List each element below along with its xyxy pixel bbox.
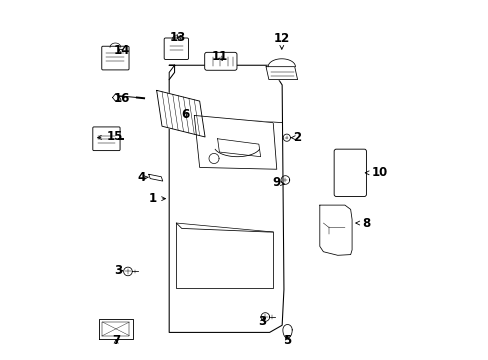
Text: 5: 5 — [283, 334, 291, 347]
Text: 8: 8 — [355, 216, 370, 230]
Polygon shape — [194, 116, 276, 169]
Text: 16: 16 — [113, 92, 130, 105]
Text: 11: 11 — [212, 50, 228, 63]
Text: 4: 4 — [137, 171, 148, 184]
Polygon shape — [112, 94, 118, 101]
FancyBboxPatch shape — [333, 149, 366, 197]
FancyBboxPatch shape — [102, 46, 129, 70]
Polygon shape — [169, 65, 284, 332]
Polygon shape — [148, 174, 163, 181]
Text: 10: 10 — [365, 166, 387, 179]
FancyBboxPatch shape — [204, 52, 237, 70]
Text: 12: 12 — [273, 32, 289, 49]
Text: 2: 2 — [290, 131, 301, 144]
Text: 13: 13 — [170, 31, 186, 44]
Text: 6: 6 — [181, 108, 189, 121]
Text: 15: 15 — [98, 130, 122, 143]
FancyBboxPatch shape — [164, 38, 188, 59]
Text: 9: 9 — [272, 176, 284, 189]
Polygon shape — [99, 319, 132, 338]
Text: 3: 3 — [258, 315, 266, 328]
Polygon shape — [265, 67, 297, 80]
Text: 3: 3 — [114, 264, 122, 277]
Polygon shape — [267, 59, 295, 67]
Polygon shape — [319, 205, 351, 255]
Text: 14: 14 — [113, 44, 129, 57]
Text: 1: 1 — [149, 192, 165, 205]
Text: 7: 7 — [112, 334, 120, 347]
FancyBboxPatch shape — [93, 127, 120, 150]
Polygon shape — [156, 90, 204, 137]
Polygon shape — [282, 324, 292, 338]
